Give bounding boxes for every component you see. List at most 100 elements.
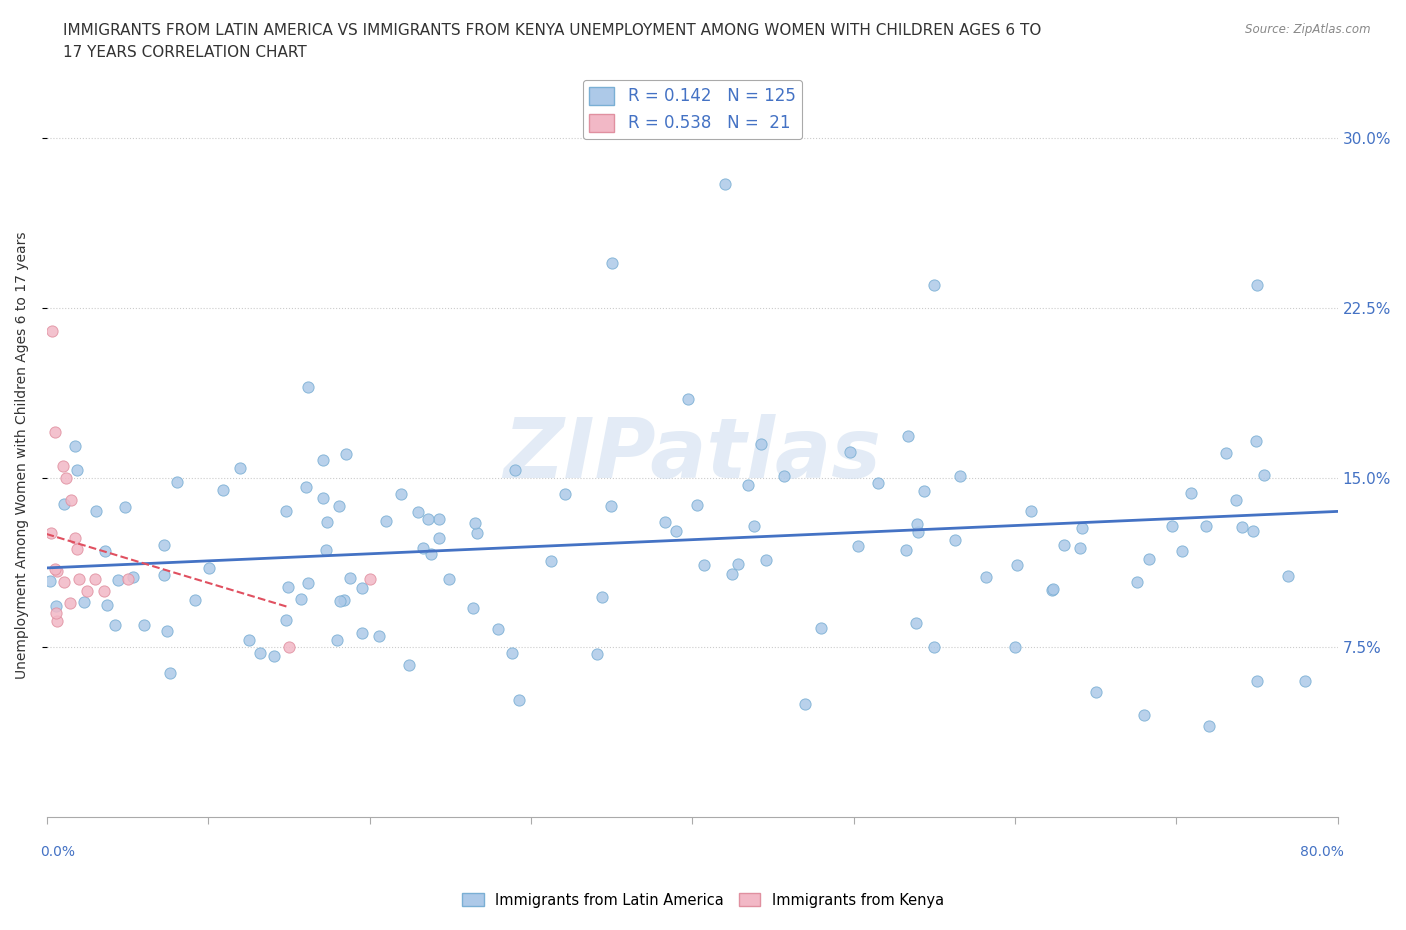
Point xyxy=(67,572,90,587)
Point xyxy=(1230,519,1253,534)
Point xyxy=(39,526,62,541)
Point xyxy=(897,429,920,444)
Point xyxy=(39,574,62,589)
Point xyxy=(1294,673,1316,688)
Point xyxy=(398,658,420,672)
Point xyxy=(107,573,129,588)
Point xyxy=(274,504,297,519)
Point xyxy=(1246,673,1268,688)
Point xyxy=(465,525,488,540)
Point xyxy=(1253,467,1275,482)
Point xyxy=(238,632,260,647)
Point xyxy=(389,486,412,501)
Point xyxy=(184,592,207,607)
Point xyxy=(591,590,613,604)
Point xyxy=(316,514,339,529)
Point xyxy=(45,614,67,629)
Point xyxy=(427,512,450,526)
Text: Source: ZipAtlas.com: Source: ZipAtlas.com xyxy=(1246,23,1371,36)
Point xyxy=(665,524,688,538)
Point xyxy=(350,626,373,641)
Point xyxy=(44,425,66,440)
Point xyxy=(676,392,699,406)
Point xyxy=(1133,708,1156,723)
Point xyxy=(1070,521,1092,536)
Point xyxy=(153,567,176,582)
Point xyxy=(55,470,77,485)
Point xyxy=(274,612,297,627)
Point xyxy=(52,458,75,473)
Point xyxy=(328,498,350,513)
Point xyxy=(1126,575,1149,590)
Point xyxy=(263,648,285,663)
Point xyxy=(1005,558,1028,573)
Point xyxy=(894,542,917,557)
Point xyxy=(600,498,623,513)
Text: 17 YEARS CORRELATION CHART: 17 YEARS CORRELATION CHART xyxy=(63,45,307,60)
Point xyxy=(277,579,299,594)
Point xyxy=(122,570,145,585)
Point xyxy=(1171,543,1194,558)
Point xyxy=(45,605,67,620)
Point xyxy=(721,566,744,581)
Point xyxy=(166,474,188,489)
Point xyxy=(508,692,530,707)
Point xyxy=(229,460,252,475)
Point xyxy=(429,530,451,545)
Point xyxy=(713,176,735,191)
Legend: Immigrants from Latin America, Immigrants from Kenya: Immigrants from Latin America, Immigrant… xyxy=(456,886,950,913)
Point xyxy=(1042,582,1064,597)
Point xyxy=(211,483,233,498)
Point xyxy=(1053,538,1076,552)
Point xyxy=(53,497,76,512)
Text: ZIPatlas: ZIPatlas xyxy=(503,415,882,496)
Point xyxy=(312,453,335,468)
Point xyxy=(846,538,869,553)
Point xyxy=(924,278,946,293)
Point xyxy=(420,547,443,562)
Point xyxy=(326,632,349,647)
Point xyxy=(943,533,966,548)
Point xyxy=(297,576,319,591)
Point xyxy=(1198,719,1220,734)
Point xyxy=(315,542,337,557)
Point xyxy=(335,447,357,462)
Point xyxy=(117,572,139,587)
Point xyxy=(949,468,972,483)
Point xyxy=(600,256,623,271)
Point xyxy=(66,462,89,477)
Point xyxy=(1244,433,1267,448)
Point xyxy=(156,624,179,639)
Point xyxy=(1225,493,1247,508)
Point xyxy=(727,557,749,572)
Point xyxy=(838,445,860,459)
Y-axis label: Unemployment Among Women with Children Ages 6 to 17 years: Unemployment Among Women with Children A… xyxy=(15,232,30,679)
Point xyxy=(1195,519,1218,534)
Point xyxy=(59,595,82,610)
Point xyxy=(1004,640,1026,655)
Point xyxy=(693,558,716,573)
Point xyxy=(312,491,335,506)
Point xyxy=(416,512,439,526)
Point xyxy=(45,564,67,578)
Point xyxy=(463,601,485,616)
Point xyxy=(66,541,89,556)
Point xyxy=(295,480,318,495)
Point xyxy=(132,618,155,632)
Legend: R = 0.142   N = 125, R = 0.538   N =  21: R = 0.142 N = 125, R = 0.538 N = 21 xyxy=(582,80,801,139)
Point xyxy=(974,570,997,585)
Point xyxy=(412,541,434,556)
Point xyxy=(159,666,181,681)
Point xyxy=(104,618,127,632)
Point xyxy=(868,475,890,490)
Point xyxy=(772,469,794,484)
Point xyxy=(749,436,772,451)
Text: IMMIGRANTS FROM LATIN AMERICA VS IMMIGRANTS FROM KENYA UNEMPLOYMENT AMONG WOMEN : IMMIGRANTS FROM LATIN AMERICA VS IMMIGRA… xyxy=(63,23,1042,38)
Point xyxy=(94,543,117,558)
Point xyxy=(912,484,935,498)
Point xyxy=(339,570,361,585)
Point xyxy=(45,599,67,614)
Point xyxy=(486,621,509,636)
Point xyxy=(375,513,398,528)
Point xyxy=(249,645,271,660)
